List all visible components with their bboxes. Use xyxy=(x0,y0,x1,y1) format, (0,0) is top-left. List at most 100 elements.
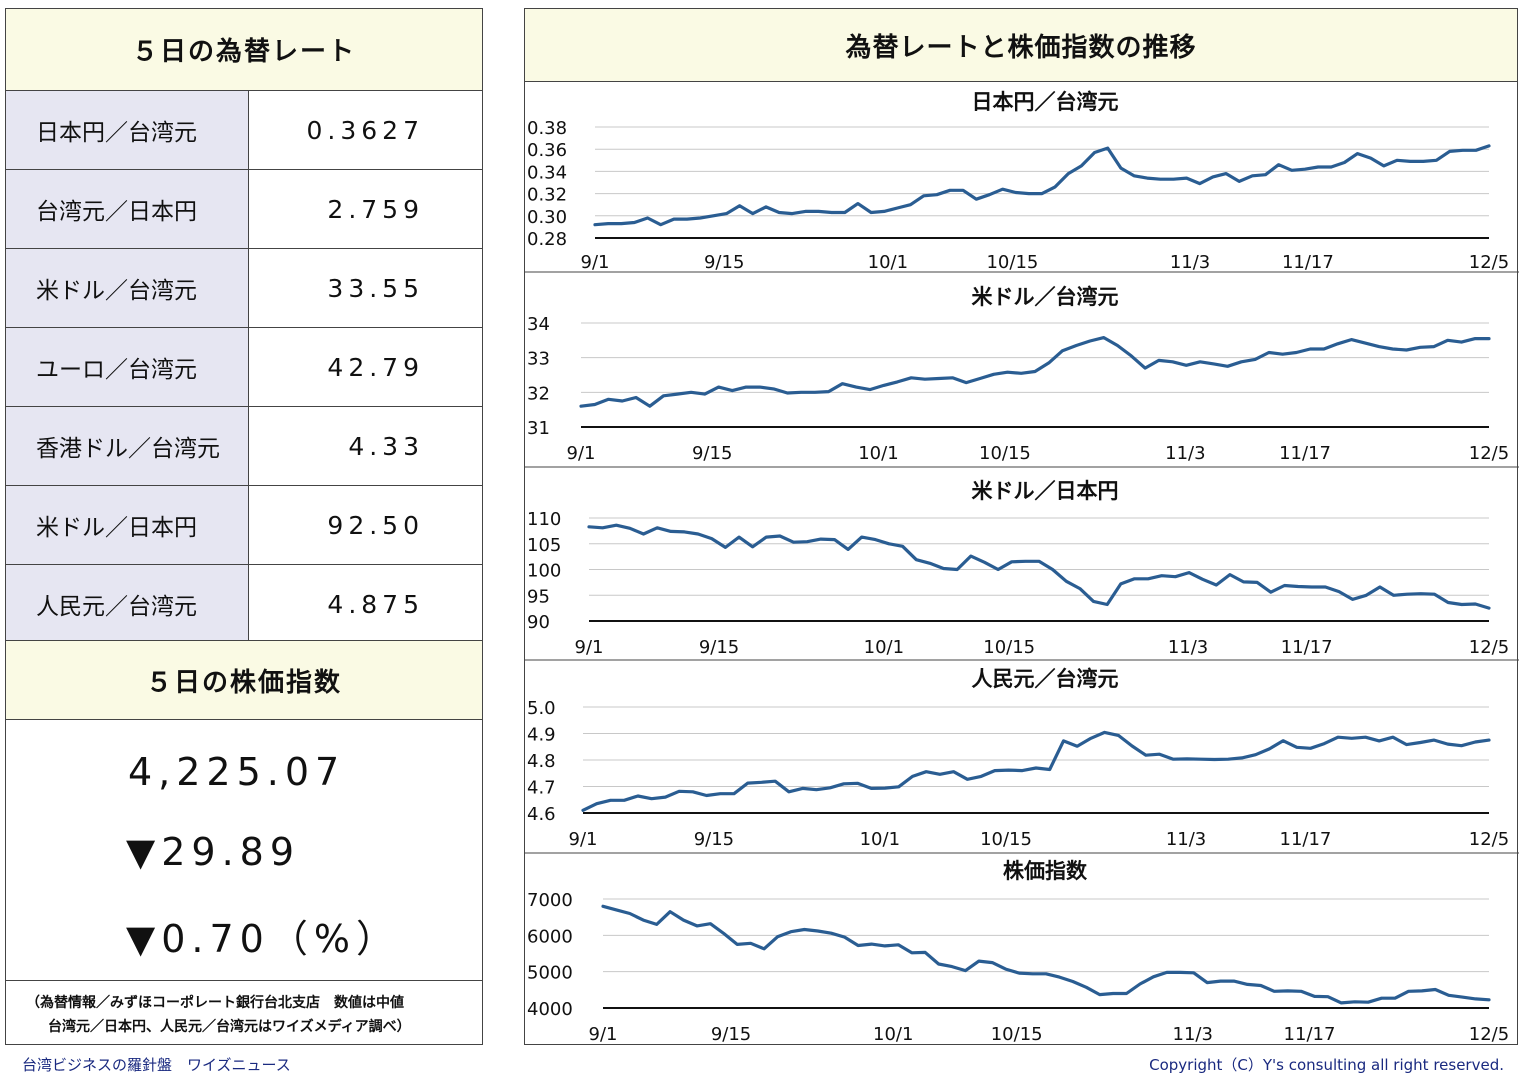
stock-box: 4,225.07 ▼29.89 ▼0.70（%） xyxy=(6,720,482,980)
y-tick-label: 7000 xyxy=(527,890,573,911)
x-tick-label: 10/15 xyxy=(979,443,1031,464)
footnote: （為替情報／みずほコーポレート銀行台北支店 数値は中値 台湾元／日本円、人民元／… xyxy=(6,980,482,1044)
rate-row: 米ドル／日本円 92.50 xyxy=(6,486,482,565)
y-tick-label: 6000 xyxy=(527,926,573,947)
x-tick-label: 11/3 xyxy=(1173,1024,1213,1045)
series-line xyxy=(601,904,1491,1005)
series-line xyxy=(579,336,1491,408)
x-tick-label: 10/15 xyxy=(983,637,1035,658)
series-line xyxy=(581,730,1491,812)
footnote-line-2: 台湾元／日本円、人民元／台湾元はワイズメディア調べ） xyxy=(48,1019,411,1035)
stock-change: ▼29.89 xyxy=(126,830,301,874)
x-tick-label: 9/1 xyxy=(575,637,604,658)
rates-panel: ５日の為替レート 日本円／台湾元 0.3627 台湾元／日本円 2.759 米ドル／台湾… xyxy=(5,8,483,1045)
x-tick-label: 11/17 xyxy=(1281,637,1333,658)
x-tick-label: 11/3 xyxy=(1170,252,1210,273)
charts-svg: 日本円／台湾元 0.280.300.320.340.360.38 9/1 9/15 10… xyxy=(525,90,1519,1045)
y-tick-label: 5.0 xyxy=(527,698,556,719)
x-tick-label: 9/1 xyxy=(589,1024,618,1045)
rate-value: 0.3627 xyxy=(306,115,424,145)
chart-title: 米ドル／台湾元 xyxy=(972,285,1119,309)
stock-value: 4,225.07 xyxy=(128,750,346,794)
x-tick-label: 10/15 xyxy=(980,829,1032,850)
x-tick-label: 11/17 xyxy=(1280,829,1332,850)
rates-title: ５日の為替レート xyxy=(6,9,482,91)
y-tick-label: 0.28 xyxy=(527,229,567,250)
rate-name: 人民元／台湾元 xyxy=(6,565,249,643)
x-tick-label: 9/1 xyxy=(567,443,596,464)
x-tick-label: 9/15 xyxy=(692,443,732,464)
x-tick-label: 9/1 xyxy=(581,252,610,273)
series-line xyxy=(587,523,1491,610)
x-tick-label: 10/1 xyxy=(860,829,900,850)
x-tick-label: 11/17 xyxy=(1282,252,1334,273)
x-tick-label: 11/3 xyxy=(1168,637,1208,658)
x-tick-label: 9/15 xyxy=(694,829,734,850)
stock-change-pct: ▼0.70（%） xyxy=(126,917,400,961)
rate-value: 42.79 xyxy=(327,352,424,382)
footnote-line-1: （為替情報／みずほコーポレート銀行台北支店 数値は中値 xyxy=(26,995,404,1011)
y-tick-label: 0.32 xyxy=(527,185,567,206)
x-tick-label: 10/1 xyxy=(858,443,898,464)
footer-copyright: Copyright（C）Y's consulting all right res… xyxy=(1149,1056,1504,1074)
y-tick-label: 0.38 xyxy=(527,118,567,139)
x-tick-label: 10/15 xyxy=(986,252,1038,273)
rate-name: 日本円／台湾元 xyxy=(6,91,249,169)
rate-value: 4.33 xyxy=(348,431,424,461)
rate-row: ユーロ／台湾元 42.79 xyxy=(6,328,482,407)
x-tick-label: 10/15 xyxy=(991,1024,1043,1045)
y-tick-label: 31 xyxy=(527,418,550,439)
charts-title: 為替レートと株価指数の推移 xyxy=(525,9,1517,82)
y-tick-label: 100 xyxy=(527,561,561,582)
y-tick-label: 0.34 xyxy=(527,162,567,183)
footer-left: 台湾ビジネスの羅針盤 ワイズニュース xyxy=(22,1056,291,1074)
chart-title: 人民元／台湾元 xyxy=(972,667,1119,691)
x-tick-label: 10/1 xyxy=(873,1024,913,1045)
charts-panel: 為替レートと株価指数の推移 日本円／台湾元 0.28 0.30 0.32 0.34 0.3… xyxy=(524,8,1519,1045)
rate-name: 米ドル／台湾元 xyxy=(6,249,249,327)
chart-title: 米ドル／日本円 xyxy=(972,479,1119,503)
y-tick-label: 32 xyxy=(527,383,550,404)
x-tick-label: 9/15 xyxy=(699,637,739,658)
x-tick-label: 10/1 xyxy=(868,252,908,273)
x-tick-label: 12/5 xyxy=(1469,1024,1509,1045)
rate-value: 4.875 xyxy=(327,589,424,619)
rate-row: 米ドル／台湾元 33.55 xyxy=(6,249,482,328)
y-tick-label: 0.36 xyxy=(527,140,567,161)
x-tick-label: 9/1 xyxy=(569,829,598,850)
rate-value: 92.50 xyxy=(327,510,424,540)
x-tick-label: 11/3 xyxy=(1165,443,1205,464)
x-tick-label: 9/15 xyxy=(711,1024,751,1045)
y-tick-label: 4.8 xyxy=(527,751,556,772)
chart-title: 日本円／台湾元 xyxy=(972,90,1119,114)
rate-row: 台湾元／日本円 2.759 xyxy=(6,170,482,249)
y-tick-label: 4.9 xyxy=(527,725,556,746)
x-tick-label: 12/5 xyxy=(1469,443,1509,464)
rate-name: 台湾元／日本円 xyxy=(6,170,249,248)
x-tick-label: 11/3 xyxy=(1166,829,1206,850)
x-tick-label: 12/5 xyxy=(1469,829,1509,850)
rate-name: 米ドル／日本円 xyxy=(6,486,249,564)
y-tick-label: 33 xyxy=(527,349,550,370)
y-tick-label: 110 xyxy=(527,509,561,530)
rate-row: 香港ドル／台湾元 4.33 xyxy=(6,407,482,486)
stock-title: ５日の株価指数 xyxy=(6,640,482,720)
y-tick-label: 4000 xyxy=(527,999,573,1020)
y-tick-label: 105 xyxy=(527,535,561,556)
rate-name: ユーロ／台湾元 xyxy=(6,328,249,406)
x-tick-label: 12/5 xyxy=(1469,637,1509,658)
x-tick-label: 9/15 xyxy=(704,252,744,273)
y-tick-label: 95 xyxy=(527,586,550,607)
x-tick-label: 10/1 xyxy=(864,637,904,658)
series-line xyxy=(593,144,1491,227)
x-tick-label: 11/17 xyxy=(1279,443,1331,464)
rate-row: 日本円／台湾元 0.3627 xyxy=(6,91,482,170)
x-tick-label: 11/17 xyxy=(1284,1024,1336,1045)
y-tick-label: 0.30 xyxy=(527,207,567,228)
rate-value: 2.759 xyxy=(327,194,424,224)
y-tick-label: 4.7 xyxy=(527,778,556,799)
rate-row: 人民元／台湾元 4.875 xyxy=(6,565,482,644)
y-tick-label: 90 xyxy=(527,612,550,633)
rate-name: 香港ドル／台湾元 xyxy=(6,407,249,485)
chart-title: 株価指数 xyxy=(1003,859,1088,883)
